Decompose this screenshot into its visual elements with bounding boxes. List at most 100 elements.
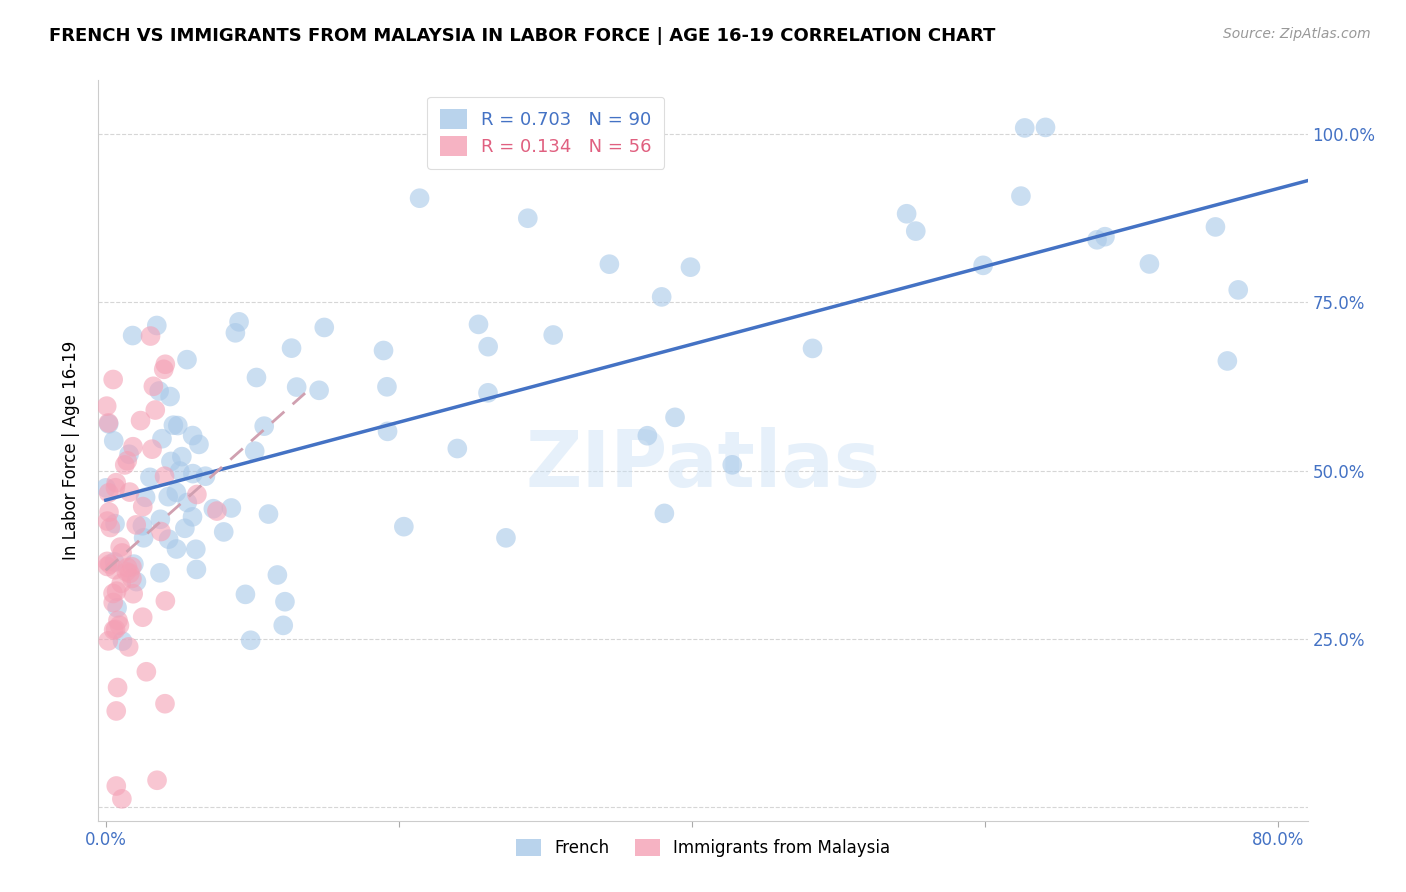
Point [1035, 120, 1057, 135]
Point [221, 500, 243, 515]
Point [103, 595, 125, 609]
Point [129, 414, 152, 428]
Point [110, 576, 132, 591]
Point [896, 207, 918, 221]
Point [271, 618, 294, 632]
Point [636, 428, 658, 442]
Point [375, 380, 398, 394]
Point [146, 318, 169, 333]
Legend: French, Immigrants from Malaysia: French, Immigrants from Malaysia [509, 832, 897, 864]
Point [679, 260, 702, 275]
Point [105, 475, 128, 490]
Point [118, 485, 141, 500]
Point [664, 410, 686, 425]
Point [253, 419, 276, 434]
Point [103, 434, 125, 448]
Point [125, 517, 148, 532]
Point [228, 315, 250, 329]
Point [118, 447, 141, 461]
Point [141, 442, 163, 457]
Point [96, 559, 118, 574]
Point [105, 779, 128, 793]
Point [96, 554, 118, 568]
Point [495, 531, 517, 545]
Point [148, 384, 170, 398]
Point [257, 507, 280, 521]
Point [94, 481, 117, 495]
Point [101, 372, 124, 386]
Point [184, 542, 207, 557]
Point [153, 697, 176, 711]
Point [132, 531, 155, 545]
Point [212, 524, 235, 539]
Point [651, 290, 673, 304]
Point [105, 584, 128, 599]
Point [157, 532, 180, 546]
Point [117, 560, 139, 574]
Point [114, 458, 136, 472]
Point [135, 665, 157, 679]
Point [1216, 354, 1239, 368]
Point [157, 490, 180, 504]
Point [149, 512, 172, 526]
Point [314, 320, 336, 334]
Point [103, 623, 125, 637]
Point [155, 357, 177, 371]
Point [972, 258, 994, 272]
Point [377, 425, 399, 439]
Point [122, 587, 145, 601]
Point [97, 417, 120, 431]
Point [280, 341, 302, 355]
Point [104, 563, 127, 577]
Point [155, 594, 177, 608]
Point [103, 555, 125, 569]
Point [1204, 219, 1226, 234]
Point [308, 384, 330, 398]
Point [153, 469, 176, 483]
Point [104, 516, 127, 531]
Point [598, 257, 620, 271]
Point [97, 416, 120, 430]
Text: Source: ZipAtlas.com: Source: ZipAtlas.com [1223, 27, 1371, 41]
Point [1010, 189, 1032, 203]
Point [139, 329, 162, 343]
Point [135, 491, 157, 505]
Point [142, 379, 165, 393]
Point [801, 342, 824, 356]
Point [181, 428, 204, 442]
Point [101, 586, 124, 600]
Point [131, 610, 153, 624]
Point [176, 352, 198, 367]
Point [121, 571, 143, 585]
Point [121, 559, 143, 574]
Point [104, 623, 127, 637]
Point [98, 557, 121, 571]
Point [1094, 229, 1116, 244]
Point [105, 704, 128, 718]
Point [96, 399, 118, 413]
Point [165, 485, 187, 500]
Point [111, 792, 134, 806]
Point [194, 469, 217, 483]
Point [721, 458, 744, 472]
Point [235, 587, 257, 601]
Point [125, 574, 148, 589]
Point [162, 418, 184, 433]
Point [139, 470, 162, 484]
Point [166, 418, 188, 433]
Point [541, 328, 564, 343]
Point [202, 501, 225, 516]
Point [408, 191, 430, 205]
Point [477, 340, 499, 354]
Point [1085, 233, 1108, 247]
Point [467, 318, 489, 332]
Point [516, 211, 538, 226]
Point [392, 519, 415, 533]
Point [373, 343, 395, 358]
Point [1014, 120, 1036, 135]
Point [274, 595, 297, 609]
Point [97, 486, 120, 500]
Point [243, 444, 266, 458]
Point [105, 600, 128, 615]
Point [117, 454, 139, 468]
